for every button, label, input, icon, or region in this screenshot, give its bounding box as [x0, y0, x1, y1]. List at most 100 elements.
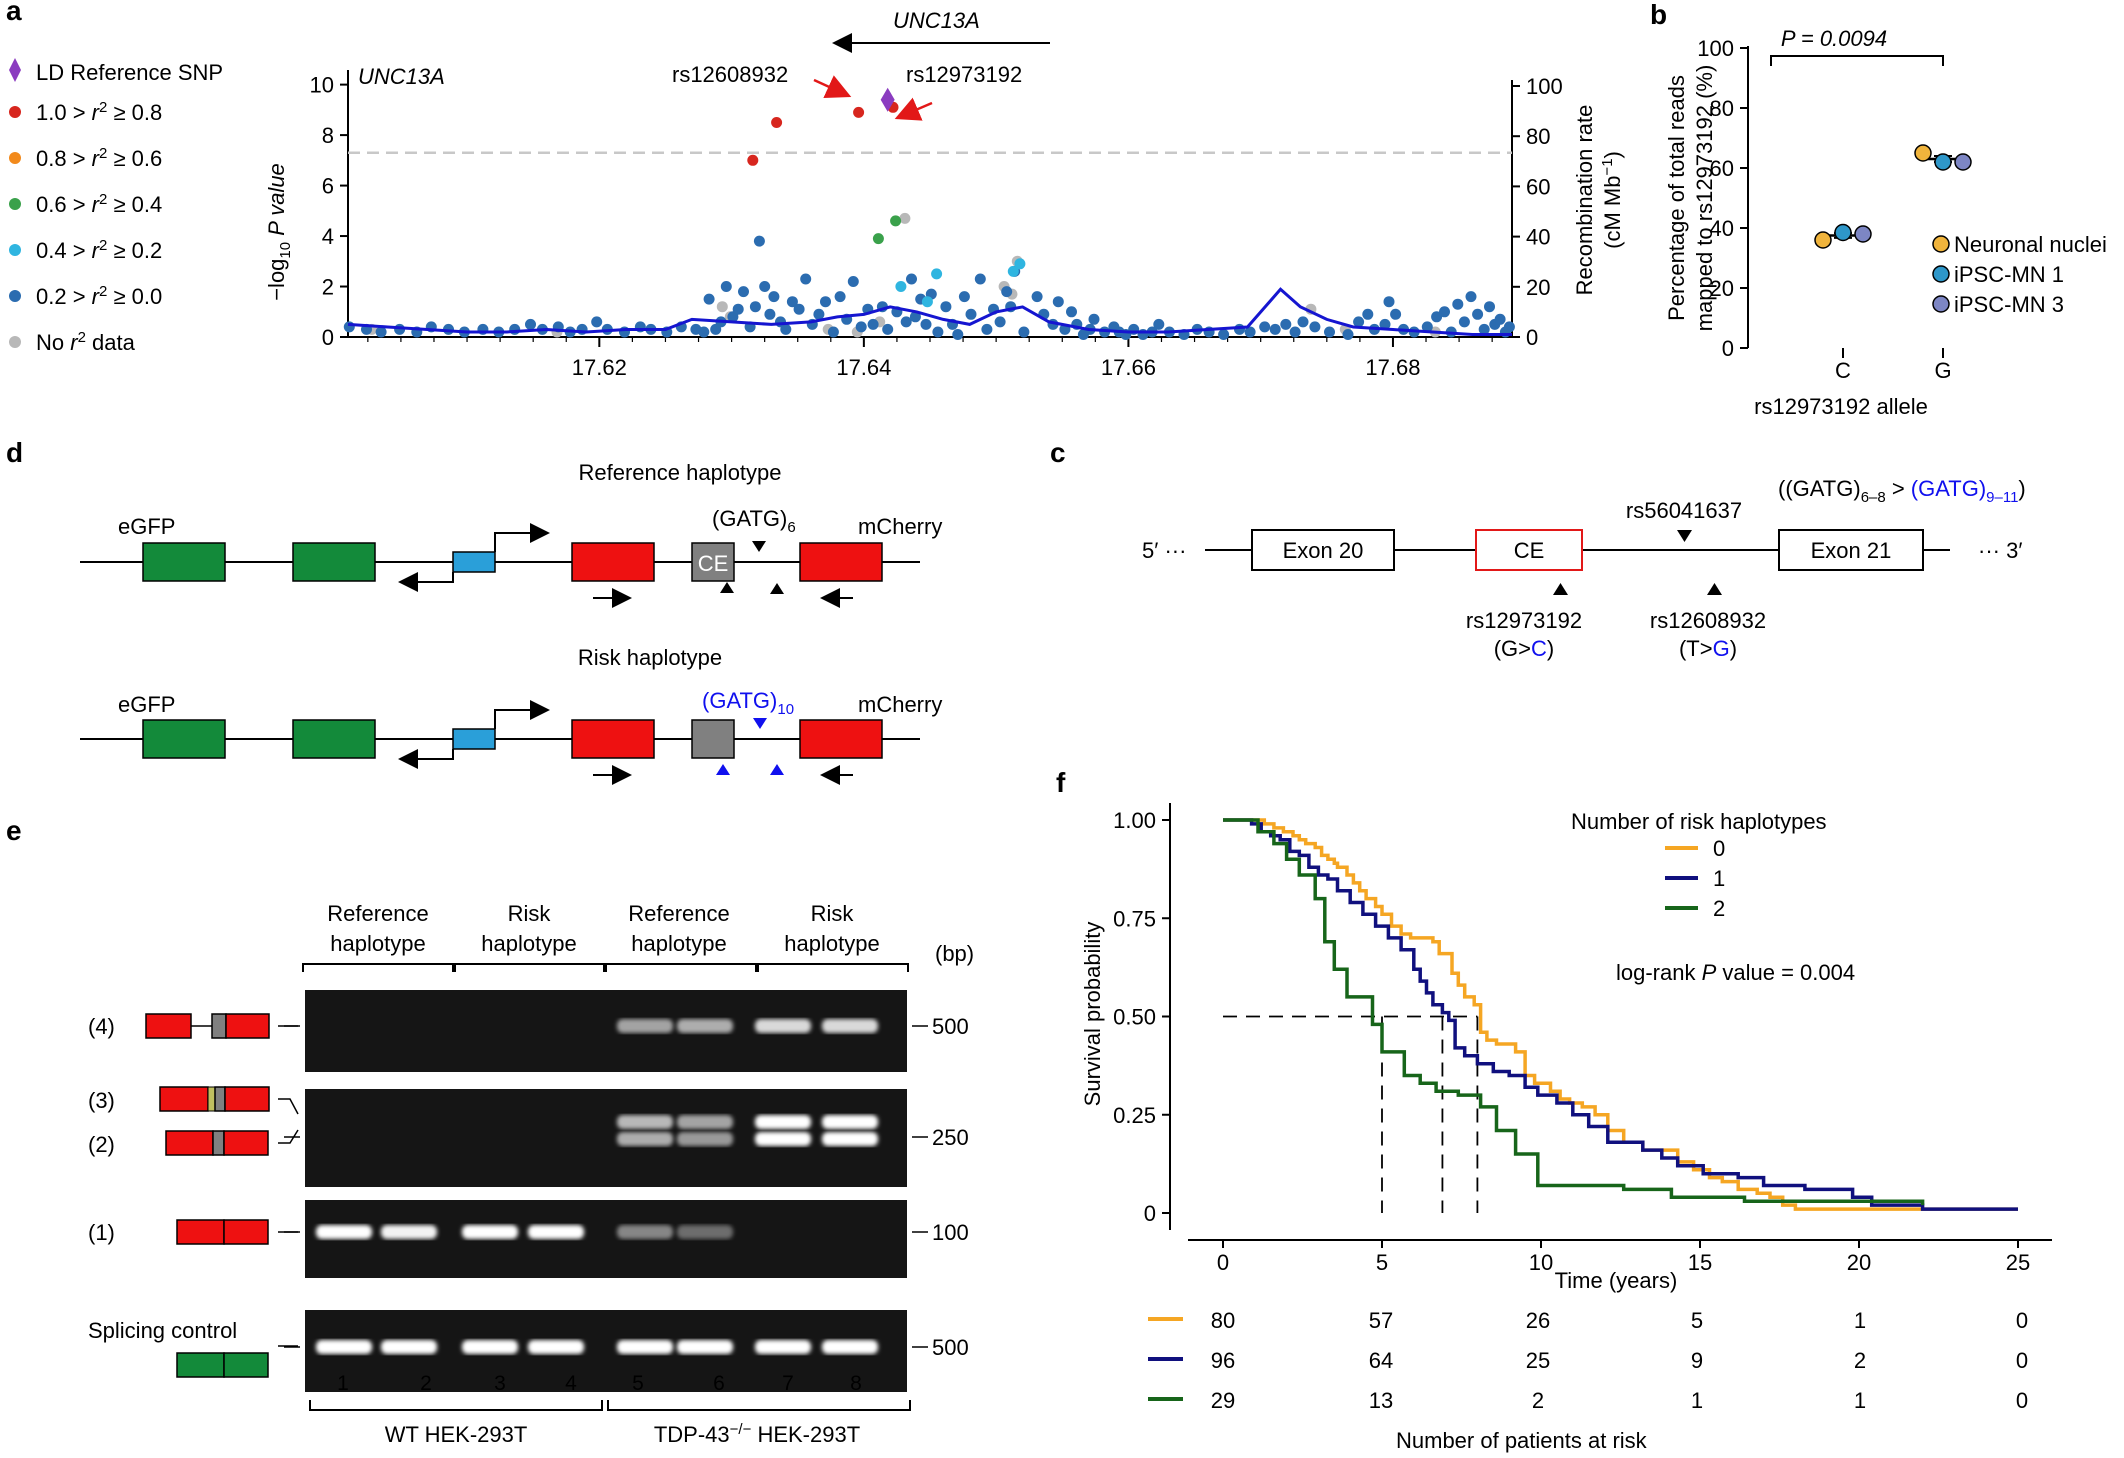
legend-a-post-0: ≥ 0.8 — [107, 100, 162, 125]
five-prime: 5′ ··· — [1142, 538, 1186, 563]
xtick-label-a: 17.68 — [1365, 355, 1420, 380]
risk-table-cell: 0 — [2016, 1388, 2028, 1413]
gel-sheen-1 — [305, 1089, 907, 1187]
gel-band — [381, 1340, 437, 1354]
group-label-3b: haplotype — [631, 931, 726, 956]
snp-point-blue — [882, 323, 894, 335]
snp-point-blue — [738, 286, 749, 298]
point-b-0 — [1914, 144, 1932, 162]
y2tick-label-a: 0 — [1526, 325, 1538, 350]
chart-a-title: UNC13A — [358, 64, 445, 89]
snp-point-blue — [909, 311, 921, 323]
xtick-label-b: G — [1934, 358, 1951, 383]
y2-axis-label-a: Recombination rate (cM Mb−1) — [1572, 105, 1625, 296]
ytick-label-a: 8 — [322, 123, 334, 148]
isoform-3-schematic — [159, 1086, 299, 1115]
y2tick-label-a: 40 — [1526, 225, 1550, 250]
snp-point-blue — [1234, 323, 1245, 335]
mcherry-label-risk: mCherry — [858, 692, 942, 717]
lane-label-8: 8 — [850, 1372, 862, 1395]
panel-label-f: f — [1056, 767, 1066, 798]
gel-band — [617, 1019, 673, 1033]
risk-table-cell: 2 — [1854, 1348, 1866, 1373]
panel-label-a: a — [6, 0, 22, 26]
snp-point-blue — [759, 281, 771, 292]
point-b-1 — [1934, 153, 1952, 171]
xtick-label-a: 17.64 — [836, 355, 891, 380]
snp-point-blue — [1465, 291, 1477, 303]
xtick-label-a: 17.66 — [1101, 355, 1156, 380]
svg-text:TDP-43−/− HEK-293T: TDP-43−/− HEK-293T — [654, 1421, 860, 1447]
risk-table-cell: 2 — [1532, 1388, 1544, 1413]
legend-a-r-1: r — [92, 146, 101, 171]
xtick-label-f: 0 — [1217, 1250, 1229, 1275]
survival-curve-2 — [1223, 818, 1925, 1206]
forward-promoter-arrow-risk — [494, 700, 550, 729]
snp-point-blue — [952, 329, 964, 340]
legend-a-post-3: ≥ 0.2 — [107, 238, 162, 263]
legend-f-label-2: 2 — [1713, 896, 1725, 921]
reverse-promoter-arrow — [398, 572, 454, 592]
rs12973192-label: rs12973192 — [1466, 608, 1582, 633]
y2tick-label-a: 100 — [1526, 74, 1563, 99]
risk-table-cell: 1 — [1691, 1388, 1703, 1413]
y-axis-label-b: Percentage of total reads mapped to rs12… — [1664, 65, 1717, 332]
snp-point-blue — [1269, 323, 1281, 335]
rs12608932-label: rs12608932 — [1650, 608, 1766, 633]
snp-label-rs12973192: rs12973192 — [906, 62, 1022, 87]
snp-arrow-rs12973192 — [894, 97, 933, 121]
snp-point-blue — [375, 326, 387, 338]
survival-curve-1 — [1223, 818, 2018, 1211]
xtick-label-f: 5 — [1376, 1250, 1388, 1275]
ytick-label-a: 4 — [322, 224, 334, 249]
snp-point-cyan — [1007, 265, 1019, 277]
group-label-2a: Risk — [508, 901, 552, 926]
pvalue-p: P — [1702, 960, 1717, 985]
mcherry-exon-left-risk — [571, 719, 655, 759]
legend-a-sq-3: 2 — [99, 237, 107, 254]
ref-haplotype-title: Reference haplotype — [578, 460, 781, 485]
band-size-label-1: 250 — [932, 1125, 969, 1150]
gel-band — [617, 1225, 673, 1239]
ytick-label-f: 0.75 — [1113, 906, 1156, 931]
legend-a-sq-0: 2 — [99, 99, 107, 116]
gatg-risk-sub: 10 — [777, 701, 794, 718]
snp-marker-ref-2 — [770, 583, 784, 594]
ce-exon-risk — [691, 719, 735, 759]
egfp-exon-2-risk — [292, 719, 376, 759]
ylabel-b-1: Percentage of total reads — [1664, 75, 1689, 321]
gel-band — [822, 1019, 878, 1033]
snp-point-blue — [703, 293, 715, 305]
ytick-label-b: 60 — [1710, 156, 1734, 181]
legend-a-r-0: r — [92, 100, 101, 125]
mcherry-label-ref: mCherry — [858, 514, 942, 539]
panel-label-b: b — [1650, 0, 1667, 30]
y2unit-a-end: ) — [1600, 151, 1625, 158]
svg-text:(GATG)6: (GATG)6 — [712, 506, 796, 536]
y-axis-label-f: Survival probability — [1080, 922, 1105, 1107]
rs12608932-allele-a: (T> — [1679, 636, 1713, 661]
legend-a-text-3: 0.4 > r2 ≥ 0.2 — [36, 237, 162, 263]
gel-band — [528, 1225, 584, 1239]
risk-table-cell: 0 — [2016, 1348, 2028, 1373]
logrank-pvalue: log-rank P value = 0.004 — [1616, 960, 1855, 985]
risk-table-cell: 1 — [1854, 1388, 1866, 1413]
gel-band — [462, 1340, 518, 1354]
risk-table-cell: 96 — [1211, 1348, 1235, 1373]
lane-label-7: 7 — [782, 1372, 794, 1395]
ytick-label-b: 100 — [1697, 36, 1734, 61]
snp-point-blue — [1458, 316, 1470, 328]
rs56041637-label: rs56041637 — [1626, 498, 1742, 523]
legend-a-pre-1: 0.8 > — [36, 146, 92, 171]
snp-point-blue — [900, 316, 912, 328]
group-label-3a: Reference — [628, 901, 730, 926]
legend-a-dot-1 — [9, 152, 21, 164]
gatg-ref-sub: 6 — [787, 519, 795, 536]
wt-label: WT HEK-293T — [385, 1422, 528, 1447]
snp-point-blue — [1031, 291, 1043, 303]
legend-a: LD Reference SNP 1.0 > r2 ≥ 0.80.8 > r2 … — [9, 58, 223, 355]
snp-point-blue — [1362, 308, 1374, 320]
snp-point-blue — [720, 281, 732, 292]
